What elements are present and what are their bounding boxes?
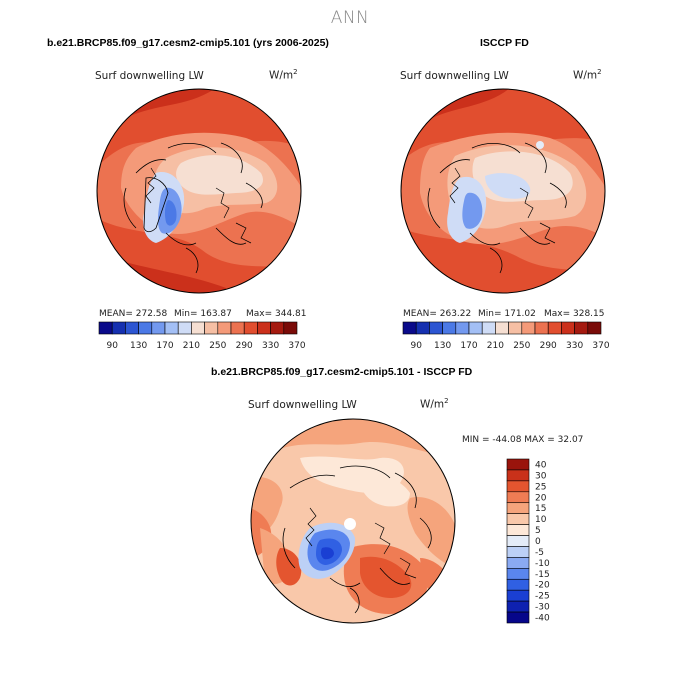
- diff-colorbar-tick-label: -5: [535, 548, 544, 558]
- diff-colorbar-swatch: [506, 578, 530, 591]
- obs-mean-stat: MEAN= 263.22: [403, 309, 472, 319]
- model-colorbar-swatch: [283, 321, 298, 335]
- model-variable-label: Surf downwelling LW: [95, 70, 204, 82]
- obs-colorbar-swatch: [574, 321, 589, 335]
- obs-colorbar-tick-label: 290: [540, 341, 557, 351]
- obs-colorbar-tick-label: 370: [592, 341, 609, 351]
- obs-panel-title: ISCCP FD: [480, 37, 529, 49]
- model-colorbar-tick-label: 250: [209, 341, 226, 351]
- diff-colorbar-swatch: [506, 535, 530, 547]
- diff-colorbar-tick-label: 30: [535, 471, 547, 481]
- model-panel-title: b.e21.BRCP85.f09_g17.cesm2-cmip5.101 (yr…: [47, 37, 329, 49]
- obs-colorbar-tick-label: 330: [566, 341, 583, 351]
- obs-colorbar-swatch: [508, 321, 523, 335]
- model-mean-stat: MEAN= 272.58: [99, 309, 168, 319]
- diff-colorbar-tick-label: -30: [535, 603, 550, 613]
- diff-colorbar-swatch: [506, 502, 530, 514]
- model-max-stat: Max= 344.81: [246, 309, 307, 319]
- diff-colorbar-tick-label: 0: [535, 537, 541, 547]
- obs-colorbar-swatch: [442, 321, 457, 335]
- obs-colorbar-swatch: [587, 321, 602, 335]
- model-colorbar-swatch: [204, 321, 219, 335]
- season-title: ANN: [330, 8, 370, 28]
- diff-variable-label: Surf downwelling LW: [248, 399, 357, 411]
- diff-colorbar-tick-label: 5: [535, 526, 541, 536]
- model-colorbar-swatch: [98, 321, 113, 335]
- obs-variable-label: Surf downwelling LW: [400, 70, 509, 82]
- model-colorbar: 90 130 170 210 250 290 330 370: [98, 321, 306, 351]
- obs-min-stat: Min= 171.02: [478, 309, 536, 319]
- obs-colorbar-swatch: [495, 321, 509, 335]
- diff-polar-map: [250, 418, 456, 624]
- diff-colorbar-tick-label: 20: [535, 493, 547, 503]
- model-colorbar-swatch: [125, 321, 139, 335]
- diff-colorbar-swatch: [506, 546, 530, 558]
- obs-colorbar-swatch: [415, 321, 430, 335]
- diff-colorbar-swatch: [506, 469, 530, 482]
- model-colorbar-swatch: [257, 321, 271, 335]
- obs-colorbar: 90 130 170 210 250 290 330 370: [402, 321, 610, 351]
- model-colorbar-tick-label: 130: [130, 341, 147, 351]
- diff-colorbar-swatch: [506, 568, 530, 580]
- obs-units-label: W/m2: [573, 68, 602, 82]
- model-polar-map: [96, 88, 302, 294]
- diff-colorbar-swatch: [506, 480, 530, 493]
- diff-colorbar-tick-label: -25: [535, 592, 550, 602]
- obs-colorbar-swatch: [521, 321, 536, 335]
- obs-colorbar-swatch: [547, 321, 562, 335]
- obs-colorbar-swatch: [561, 321, 575, 335]
- model-colorbar-swatch: [217, 321, 232, 335]
- diff-colorbar-tick-label: -40: [535, 614, 550, 624]
- model-colorbar-swatch: [138, 321, 153, 335]
- model-colorbar-swatch: [111, 321, 126, 335]
- diff-colorbar-swatch: [506, 557, 530, 569]
- model-colorbar-tick-label: 210: [183, 341, 200, 351]
- diff-colorbar-tick-label: 25: [535, 482, 546, 492]
- diff-colorbar-tick-label: -20: [535, 581, 550, 591]
- model-colorbar-tick-label: 330: [262, 341, 279, 351]
- obs-colorbar-tick-label: 170: [460, 341, 477, 351]
- obs-colorbar-swatch: [455, 321, 470, 335]
- diff-colorbar-swatch: [506, 458, 530, 471]
- diff-colorbar-swatch: [506, 600, 530, 613]
- diff-colorbar-tick-label: 15: [535, 504, 546, 514]
- diff-colorbar-tick-label: -15: [535, 570, 550, 580]
- obs-colorbar-tick-label: 90: [410, 341, 422, 351]
- obs-colorbar-swatch: [468, 321, 483, 335]
- model-colorbar-swatch: [191, 321, 205, 335]
- model-colorbar-tick-label: 90: [106, 341, 118, 351]
- model-colorbar-tick-label: 370: [288, 341, 305, 351]
- diff-colorbar-swatch: [506, 491, 530, 504]
- diff-colorbar-tick-label: 40: [535, 460, 547, 470]
- obs-max-stat: Max= 328.15: [544, 309, 605, 319]
- model-units-label: W/m2: [269, 68, 298, 82]
- diff-colorbar-swatch: [506, 524, 530, 536]
- diff-panel-title: b.e21.BRCP85.f09_g17.cesm2-cmip5.101 - I…: [211, 366, 473, 378]
- model-colorbar-swatch: [243, 321, 258, 335]
- model-colorbar-swatch: [164, 321, 179, 335]
- diff-colorbar-tick-label: -10: [535, 559, 550, 569]
- diff-colorbar-tick-label: 10: [535, 515, 547, 525]
- diff-colorbar-swatch: [506, 611, 530, 624]
- obs-colorbar-swatch: [429, 321, 443, 335]
- model-colorbar-tick-label: 170: [156, 341, 173, 351]
- obs-colorbar-swatch: [534, 321, 549, 335]
- model-colorbar-swatch: [270, 321, 285, 335]
- model-colorbar-swatch: [177, 321, 192, 335]
- diff-units-label: W/m2: [420, 397, 449, 411]
- obs-polar-map: [400, 88, 606, 294]
- obs-colorbar-swatch: [402, 321, 417, 335]
- diff-colorbar-swatch: [506, 513, 530, 525]
- obs-colorbar-tick-label: 130: [434, 341, 451, 351]
- obs-colorbar-tick-label: 250: [513, 341, 530, 351]
- diff-colorbar-swatch: [506, 589, 530, 602]
- model-colorbar-tick-label: 290: [236, 341, 253, 351]
- model-colorbar-swatch: [230, 321, 245, 335]
- model-colorbar-swatch: [151, 321, 166, 335]
- model-min-stat: Min= 163.87: [174, 309, 232, 319]
- obs-colorbar-swatch: [481, 321, 496, 335]
- obs-colorbar-tick-label: 210: [487, 341, 504, 351]
- diff-minmax-stat: MIN = -44.08 MAX = 32.07: [462, 435, 584, 445]
